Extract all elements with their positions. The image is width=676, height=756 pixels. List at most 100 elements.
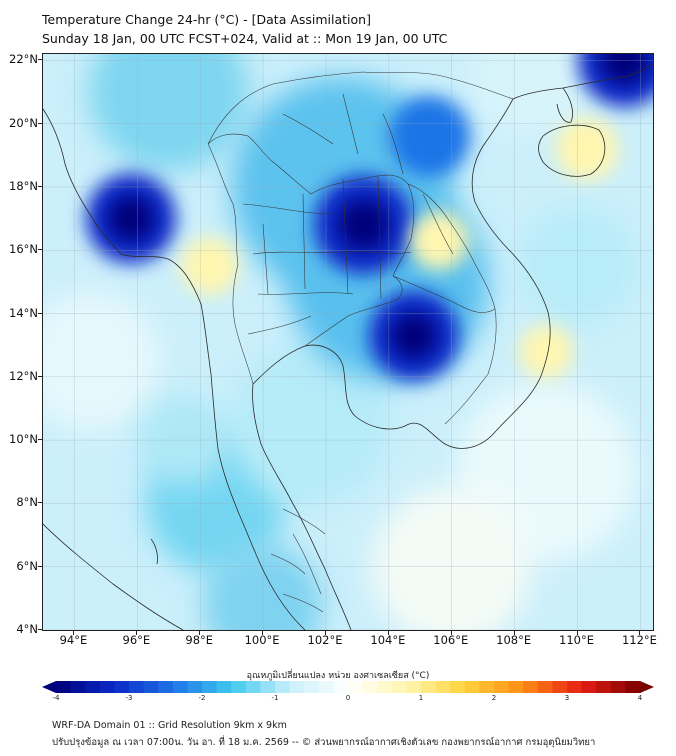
colorbar-cell (85, 681, 101, 693)
colorbar-tick-label: 1 (418, 694, 424, 702)
lon-tick-mark (199, 631, 201, 635)
lat-tick-mark (38, 249, 42, 251)
colorbar-cell (260, 681, 276, 693)
colorbar-tick-label: -2 (198, 694, 206, 702)
colorbar-cell (202, 681, 218, 693)
field-patch (43, 291, 161, 431)
colorbar-title: อุณหภูมิเปลี่ยนแปลง หน่วย องศาเซลเซียส (… (246, 671, 430, 681)
field-patch (230, 344, 391, 505)
coastline-malay-east (252, 383, 352, 630)
coastlines (43, 63, 653, 630)
lat-tick-mark (38, 59, 42, 61)
graticule (43, 54, 653, 630)
lon-tick-label: 100°E (244, 633, 280, 647)
colorbar-cell (552, 681, 568, 693)
colorbar-cells (42, 681, 654, 693)
lat-tick-mark (38, 312, 42, 314)
colorbar-tick-label: -4 (52, 694, 60, 702)
coastline-leizhou (556, 87, 573, 123)
laos-provinces (282, 93, 454, 255)
cooling-cambodia-core (391, 313, 437, 359)
lon-tick-label: 96°E (122, 633, 151, 647)
coastline-gulf-thailand (252, 344, 446, 445)
thai-provinces-1 (242, 175, 412, 335)
lon-tick-mark (639, 631, 641, 635)
lon-tick-label: 106°E (433, 633, 469, 647)
colorbar-tick-label: 4 (637, 694, 643, 702)
colorbar-cell (158, 681, 174, 693)
border-thailand-laos (272, 161, 414, 277)
map-title: Temperature Change 24-hr (°C) - [Data As… (42, 12, 371, 27)
colorbar-cell (70, 681, 86, 693)
map-subtitle: Sunday 18 Jan, 00 UTC FCST+024, Valid at… (42, 31, 448, 46)
lon-tick-mark (324, 631, 326, 635)
lat-tick-label: 18°N (9, 178, 38, 193)
lat-tick-label: 20°N (9, 115, 38, 130)
lat-tick-label: 12°N (9, 368, 38, 383)
lon-tick-label: 102°E (307, 633, 343, 647)
colorbar-cell (362, 681, 378, 693)
warming-south-vietnam-coast (519, 324, 574, 379)
lat-tick-mark (38, 629, 42, 630)
colorbar-cell (333, 681, 349, 693)
lon-tick-label: 108°E (496, 633, 532, 647)
footer-model-info: WRF-DA Domain 01 :: Grid Resolution 9km … (52, 720, 287, 731)
lat-tick-label: 6°N (16, 558, 38, 573)
colorbar-cell (610, 681, 626, 693)
coastline-hainan (538, 124, 606, 177)
coastline-sumatra (43, 523, 184, 630)
colorbar-cell (581, 681, 597, 693)
lon-tick-label: 98°E (185, 633, 214, 647)
colorbar-min-extend (42, 681, 56, 693)
lat-tick-label: 10°N (9, 432, 38, 447)
lon-tick-mark (576, 631, 578, 635)
colorbar-cell (464, 681, 480, 693)
colorbar-cell (275, 681, 291, 693)
colorbar-tick-label: 2 (491, 694, 497, 702)
border-myanmar-laos (207, 133, 274, 163)
colorbar-tick-label: -1 (271, 694, 279, 702)
colorbar-cell (523, 681, 539, 693)
colorbar-cell (172, 681, 188, 693)
colorbar-cell (406, 681, 422, 693)
lon-tick-mark (513, 631, 515, 635)
colorbar-cell (348, 681, 364, 693)
colorbar-cell (56, 681, 72, 693)
colorbar-cell (231, 681, 247, 693)
lat-tick-mark (38, 502, 42, 504)
colorbar-tick-label: 3 (564, 694, 570, 702)
lat-tick-mark (38, 565, 42, 567)
coastline-south-china (512, 63, 653, 100)
border-myanmar-thailand (207, 143, 254, 385)
lat-tick-mark (38, 122, 42, 124)
malay-states (270, 533, 324, 613)
temperature-field (43, 54, 653, 630)
country-borders (207, 71, 514, 613)
colorbar-cell (377, 681, 393, 693)
lon-tick-mark (262, 631, 264, 635)
colorbar-cell (129, 681, 145, 693)
coastline-vietnam (444, 98, 551, 449)
colorbar-cell (318, 681, 334, 693)
colorbar-cell (245, 681, 261, 693)
colorbar-cell (391, 681, 407, 693)
colorbar-tick-label: -3 (125, 694, 133, 702)
lat-tick-mark (38, 375, 42, 377)
lat-tick-label: 22°N (9, 52, 38, 67)
colorbar-cell (304, 681, 320, 693)
colorbar-cell (508, 681, 524, 693)
colorbar-cell (187, 681, 203, 693)
cooling-core-northeast-thailand-core (338, 200, 389, 250)
cooling-myanmar-west-core (108, 196, 154, 242)
lon-tick-label: 94°E (59, 633, 88, 647)
colorbar-cell (421, 681, 437, 693)
border-thailand-malaysia (282, 508, 326, 535)
footer-credit: ปรับปรุงข้อมูล ณ เวลา 07:00น. วัน อา. ที… (52, 737, 596, 748)
colorbar-cell (479, 681, 495, 693)
coastline-myanmar (43, 108, 306, 630)
colorbar (42, 681, 654, 693)
cooling-gulf-tonkin-north-core (601, 54, 649, 84)
cooling-north-vietnam (389, 95, 471, 177)
colorbar-cell (494, 681, 510, 693)
border-cambodia-vietnam (392, 275, 497, 425)
